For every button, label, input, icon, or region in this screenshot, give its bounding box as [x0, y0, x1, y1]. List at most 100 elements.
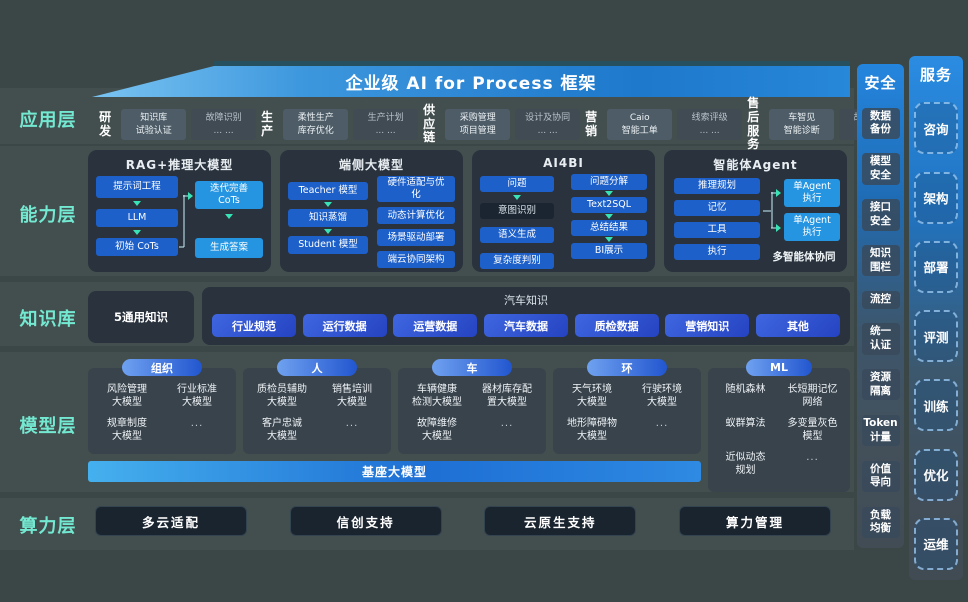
model-group-grid: 质检员辅助 大模型 销售培训 大模型 客户忠诚 大模型 ... [243, 368, 391, 449]
knowledge-pill: 质检数据 [574, 314, 659, 337]
app-chip: 故障识别 ... ... [191, 109, 257, 141]
flow-arrow-right-icon [776, 189, 781, 197]
layer-label-model: 模型层 [19, 416, 77, 437]
model-item-ellipsis: ... [806, 452, 819, 463]
flow-arrow-down-icon [605, 237, 613, 242]
model-item: 故障维修 大模型 [417, 418, 457, 442]
model-group-tag: 组织 [122, 359, 202, 376]
knowledge-pill: 其他 [755, 314, 840, 337]
connector-line [179, 246, 184, 248]
app-chip: 线索评级 ... ... [677, 109, 743, 141]
flow-arrow-down-icon [605, 191, 613, 196]
agent-single-agent-exec-1: 单Agent 执行 [784, 179, 840, 207]
model-item: 多变量灰色 模型 [787, 418, 838, 442]
knowledge-pills-row: 行业规范 运行数据 运营数据 汽车数据 质检数据 营销知识 其他 [202, 308, 850, 337]
edge-teacher-model: Teacher 模型 [288, 182, 368, 200]
automotive-knowledge-box: 汽车知识 行业规范 运行数据 运营数据 汽车数据 质检数据 营销知识 其他 [202, 287, 850, 345]
flow-arrow-down-icon [133, 201, 141, 206]
app-chip: 设计及协同 ... ... [515, 109, 581, 141]
model-group-environment: 环 天气环境 大模型 行驶环境 大模型 地形障碍物 大模型 ... [553, 359, 701, 454]
app-group-rnd: 研发 知识库 试验认证 故障识别 ... ... [94, 97, 257, 152]
model-item: 销售培训 大模型 [332, 384, 372, 408]
model-group-tag: 人 [277, 359, 357, 376]
app-group-name: 供应 链 [423, 102, 436, 145]
connector-line [771, 192, 777, 194]
edge-scenario-deployment: 场景驱动部署 [377, 229, 455, 246]
security-item: 知识 围栏 [861, 245, 900, 277]
connector-line [771, 227, 777, 229]
model-item: 风险管理 大模型 [107, 384, 147, 408]
compute-xinchuang-support: 信创支持 [289, 506, 442, 536]
model-item-ellipsis: ... [655, 418, 669, 429]
flow-arrow-down-icon [225, 214, 233, 219]
compute-multicloud: 多云适配 [95, 506, 247, 536]
flow-arrow-down-icon [605, 214, 613, 219]
agent-memory: 记忆 [674, 200, 760, 216]
model-group-grid: 风险管理 大模型 行业标准 大模型 规章制度 大模型 ... [88, 368, 236, 449]
edge-right-column: 硬件适配与优 化 动态计算优化 场景驱动部署 端云协同架构 [377, 176, 455, 268]
model-item: 行驶环境 大模型 [642, 384, 682, 408]
agent-tools: 工具 [674, 222, 760, 238]
model-item: 近似动态 规划 [725, 452, 766, 476]
flow-arrow-down-icon [324, 229, 332, 234]
model-group-tag: 车 [432, 359, 512, 376]
ai4bi-intent-recognition: 意图识别 [480, 203, 554, 219]
ai4bi-complexity-judgment: 复杂度判别 [480, 253, 554, 269]
app-group-name: 营销 [585, 109, 598, 138]
service-item: 架构 [914, 171, 958, 224]
layer-label-knowledge: 知识库 [19, 309, 77, 330]
model-item: 长短期记忆 网络 [787, 384, 838, 408]
multi-agent-collaboration-label: 多智能体协同 [772, 251, 836, 263]
ai4bi-box-columns: 问题 意图识别 语义生成 复杂度判别 问题分解 Text2SQL 总结结果 BI… [480, 174, 647, 269]
service-item: 部署 [914, 240, 958, 293]
app-chip: 生产计划 ... ... [353, 109, 419, 141]
model-item-ellipsis: ... [190, 418, 204, 429]
model-group-grid: 随机森林 长短期记忆 网络 蚁群算法 多变量灰色 模型 近似动态 规划 ... [708, 368, 850, 483]
app-group-name: 研发 [99, 109, 112, 138]
flow-arrow-right-icon [776, 224, 781, 232]
app-chip: 知识库 试验认证 [121, 109, 187, 141]
ai4bi-right-column: 问题分解 Text2SQL 总结结果 BI展示 [571, 174, 647, 269]
security-column: 安全 数据 备份 模型 安全 接口 安全 知识 围栏 流控 统一 认证 资源 隔… [857, 64, 904, 548]
security-item: 价值 导向 [861, 460, 900, 493]
flow-arrow-down-icon [133, 230, 141, 235]
model-item: 随机森林 [725, 384, 766, 395]
edge-cloud-collaboration: 端云协同架构 [377, 251, 455, 268]
rag-box-title: RAG+推理大模型 [125, 158, 234, 172]
base-foundation-model-banner: 基座大模型 [88, 461, 701, 482]
knowledge-pill: 运行数据 [302, 314, 387, 337]
agent-box: 智能体Agent 推理规划 记忆 工具 执行 单Agent 执行 单Agent … [664, 150, 847, 272]
knowledge-pill: 行业规范 [212, 314, 296, 337]
security-item: 负载 均衡 [861, 506, 900, 538]
edge-student-model: Student 模型 [288, 236, 368, 254]
agent-single-agent-exec-2: 单Agent 执行 [784, 213, 840, 241]
model-group-vehicle: 车 车辆健康 检测大模型 器材库存配 置大模型 故障维修 大模型 ... [398, 359, 546, 454]
flow-arrow-right-icon [188, 192, 193, 200]
app-chip: 柔性生产 库存优化 [283, 109, 349, 141]
automotive-knowledge-title: 汽车知识 [504, 294, 548, 307]
model-item: 地形障碍物 大模型 [567, 418, 617, 442]
app-group-marketing: 营销 Caio 智能工单 线索评级 ... ... [580, 97, 743, 152]
knowledge-pill: 营销知识 [665, 314, 750, 337]
flow-arrow-down-icon [513, 195, 521, 200]
security-item: 资源 隔离 [861, 369, 900, 401]
edge-box-title: 端侧大模型 [338, 158, 404, 172]
security-item: 模型 安全 [861, 153, 900, 185]
model-item: 车辆健康 检测大模型 [412, 384, 462, 408]
app-chip: 采购管理 项目管理 [445, 109, 511, 141]
rag-step-refine-cots: 迭代完善 CoTs [195, 181, 263, 209]
ai4bi-question-decomposition: 问题分解 [571, 174, 647, 190]
banner-fold-decoration [214, 61, 850, 68]
model-group-grid: 车辆健康 检测大模型 器材库存配 置大模型 故障维修 大模型 ... [398, 368, 546, 449]
model-group-organization: 组织 风险管理 大模型 行业标准 大模型 规章制度 大模型 ... [88, 359, 236, 454]
layer-label-capability: 能力层 [19, 205, 77, 226]
agent-box-title: 智能体Agent [713, 158, 798, 172]
model-group-tag: ML [746, 359, 812, 376]
ai4bi-semantic-generation: 语义生成 [480, 227, 554, 243]
ai4bi-text2sql: Text2SQL [571, 197, 647, 213]
capability-boxes-row: RAG+推理大模型 提示词工程 LLM 初始 CoTs 迭代完善 CoTs 生成… [88, 150, 847, 272]
model-group-ml: ML 随机森林 长短期记忆 网络 蚁群算法 多变量灰色 模型 近似动态 规划 .… [708, 359, 850, 492]
model-item-ellipsis: ... [500, 418, 514, 429]
model-item: 蚁群算法 [725, 418, 766, 429]
